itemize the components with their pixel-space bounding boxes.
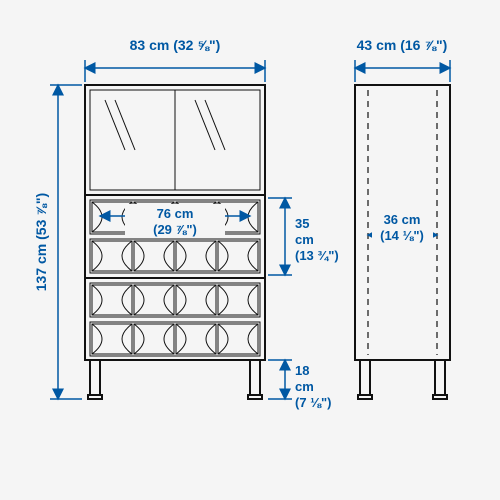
svg-text:(29 ⅞"): (29 ⅞") (153, 222, 197, 237)
side-view: 43 cm (16 ⅞") 36 cm (14 ⅛") (355, 37, 450, 399)
dim-inner-depth: 36 cm (14 ⅛") (368, 210, 437, 244)
svg-text:137 cm (53 ⅞"): 137 cm (53 ⅞") (33, 193, 49, 291)
dim-leg-height: 18 cm (7 ⅛") (268, 360, 332, 410)
svg-text:(7 ⅛"): (7 ⅛") (295, 395, 332, 410)
svg-text:83 cm (32 ⅝"): 83 cm (32 ⅝") (130, 37, 221, 53)
svg-text:36 cm: 36 cm (384, 212, 421, 227)
svg-text:18: 18 (295, 363, 309, 378)
svg-text:43 cm (16 ⅞"): 43 cm (16 ⅞") (357, 37, 448, 53)
svg-text:76 cm: 76 cm (157, 206, 194, 221)
front-view: 83 cm (32 ⅝") 137 cm (53 ⅞") 76 cm (29 ⅞… (33, 37, 339, 410)
bottom-section (90, 283, 260, 356)
svg-text:35: 35 (295, 216, 309, 231)
dimension-diagram: 83 cm (32 ⅝") 137 cm (53 ⅞") 76 cm (29 ⅞… (0, 0, 500, 500)
dim-total-height: 137 cm (53 ⅞") (33, 85, 82, 399)
dim-depth: 43 cm (16 ⅞") (355, 37, 450, 82)
svg-text:(13 ¾"): (13 ¾") (295, 248, 339, 263)
dim-drawer-height: 35 cm (13 ¾") (268, 198, 339, 275)
svg-text:(14 ⅛"): (14 ⅛") (380, 228, 424, 243)
glass-doors (90, 90, 260, 190)
dim-total-width: 83 cm (32 ⅝") (85, 37, 265, 82)
svg-text:cm: cm (295, 232, 314, 247)
svg-text:cm: cm (295, 379, 314, 394)
